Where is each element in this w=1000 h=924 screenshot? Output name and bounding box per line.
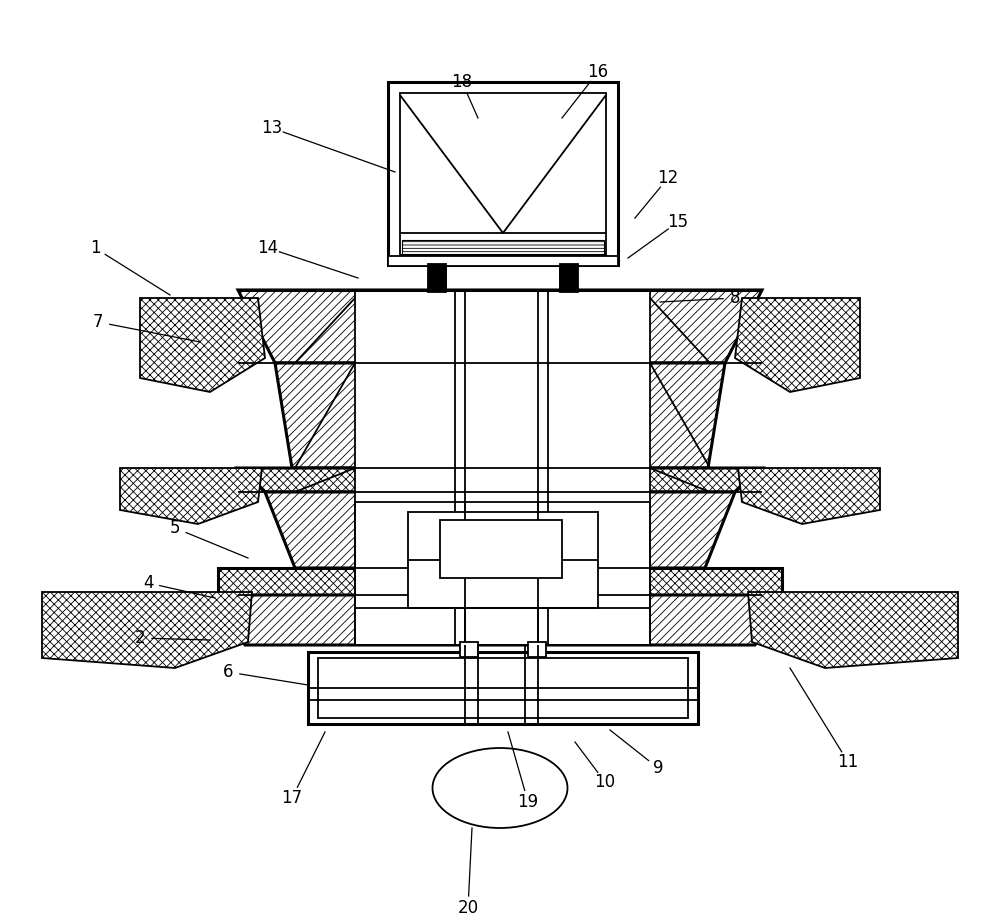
Text: 20: 20 [457,899,479,917]
Text: 4: 4 [143,574,153,592]
Polygon shape [275,363,725,468]
Text: 8: 8 [730,289,740,307]
Bar [428,264,446,292]
Polygon shape [140,298,265,392]
Ellipse shape [432,748,568,828]
Bar [308,652,698,724]
Text: 7: 7 [93,313,103,331]
Polygon shape [735,298,860,392]
Bar [528,642,546,657]
Text: 19: 19 [517,793,539,811]
Bar [355,468,650,492]
Polygon shape [265,492,735,568]
Text: 10: 10 [594,773,616,791]
Text: 1: 1 [90,239,100,257]
Bar [440,520,562,578]
Polygon shape [42,592,252,668]
Polygon shape [238,290,762,363]
Text: 15: 15 [667,213,689,231]
Polygon shape [503,95,606,233]
Polygon shape [748,592,958,668]
Text: 18: 18 [451,73,473,91]
Bar [355,595,650,645]
Bar [355,568,650,595]
Text: 2: 2 [135,629,145,647]
Bar [560,264,578,292]
Bar [400,93,606,255]
Bar [355,502,650,645]
Polygon shape [238,468,762,492]
Text: 11: 11 [837,753,859,771]
Text: 9: 9 [653,759,663,777]
Polygon shape [120,468,262,524]
Polygon shape [400,95,503,233]
Bar [318,658,688,718]
Text: 16: 16 [587,63,609,81]
Bar [355,492,650,568]
Bar [388,256,618,266]
Bar [388,82,618,265]
Bar [355,290,650,363]
Text: 14: 14 [257,239,279,257]
Polygon shape [218,568,782,595]
Text: 12: 12 [657,169,679,187]
Bar [402,240,604,254]
Text: 17: 17 [281,789,303,807]
Polygon shape [738,468,880,524]
Bar [408,512,598,608]
Text: 13: 13 [261,119,283,137]
Text: 6: 6 [223,663,233,681]
Text: 5: 5 [170,519,180,537]
Polygon shape [218,595,782,645]
Bar [460,642,478,657]
Bar [355,363,650,468]
